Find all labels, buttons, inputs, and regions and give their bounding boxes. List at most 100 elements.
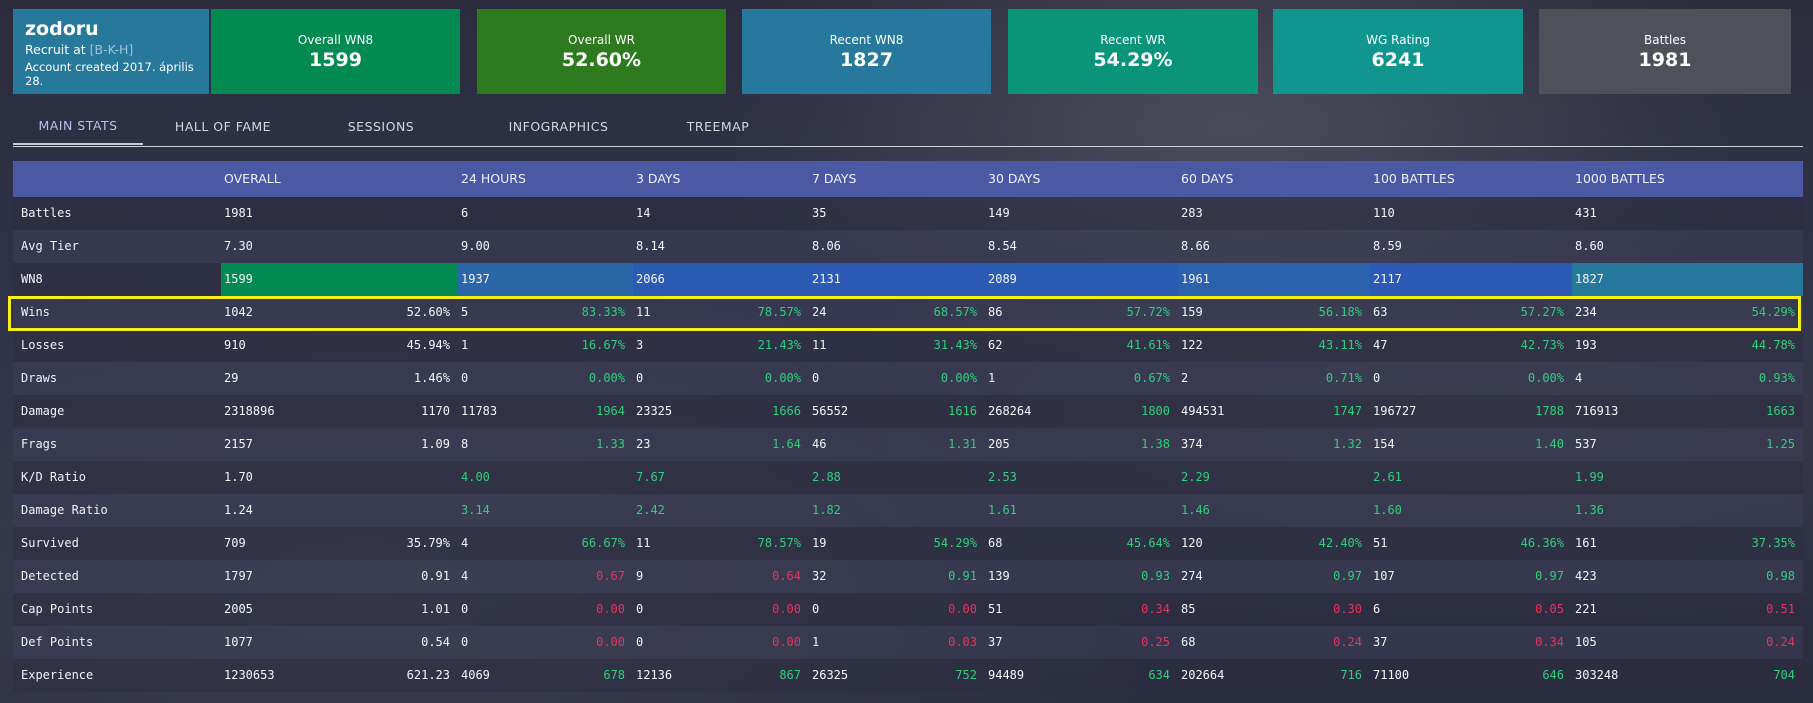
cell-value: 374 [1181,437,1203,451]
column-header-7-days[interactable]: 7 DAYS [812,171,857,186]
table-row: Experience 1230653 621.23 4069 678 12136 867 26… [13,659,1803,692]
table-cell: 0 0.00% [809,362,985,395]
cell-value: 1077 [224,635,253,649]
cell-value: 68 [1181,635,1196,649]
column-header-60-days[interactable]: 60 DAYS [1181,171,1234,186]
tab-hall-of-fame[interactable]: HALL OF FAME [174,119,272,134]
cell-secondary-value: 21.43% [757,338,801,352]
cell-value: 431 [1575,206,1597,220]
cell-value: 159 [1181,305,1203,319]
column-header-3-days[interactable]: 3 DAYS [636,171,681,186]
stat-card-label: WG Rating [1366,32,1430,47]
cell-secondary-value: 57.72% [1126,305,1170,319]
cell-value: 1 [461,338,469,352]
cell-secondary-value: 0.91 [421,569,450,583]
tab-treemap[interactable]: TREEMAP [686,119,750,134]
table-cell: 2.42 [633,494,809,527]
stat-card-value: 52.60% [561,48,642,71]
cell-secondary-value: 1964 [596,404,625,418]
tab-sessions[interactable]: SESSIONS [347,119,415,134]
table-cell: 68 0.24 [1178,626,1370,659]
cell-value: 1981 [224,206,253,220]
cell-value: 2.42 [636,503,665,517]
cell-secondary-value: 1663 [1766,404,1795,418]
table-cell: 107 0.97 [1370,560,1572,593]
cell-value: 537 [1575,437,1597,451]
row-label: Losses [21,338,65,352]
cell-value: 19 [812,536,827,550]
row-label: Avg Tier [21,239,79,253]
column-header-30-days[interactable]: 30 DAYS [988,171,1041,186]
table-cell: 7.67 [633,461,809,494]
table-cell: 0 0.00 [633,593,809,626]
cell-secondary-value: 1.31 [948,437,977,451]
row-label: Battles [21,206,72,220]
row-label: Experience [21,668,94,682]
cell-value: 0 [812,602,820,616]
table-cell: 8.14 [633,230,809,263]
cell-value: 154 [1373,437,1395,451]
table-row: Detected 1797 0.91 4 0.67 9 0.64 32 0.91 139 0.93 2… [13,560,1803,593]
tab-main-stats[interactable]: MAIN STATS [13,106,143,145]
tab-infographics[interactable]: INFOGRAPHICS [508,119,609,134]
cell-value: 4.00 [461,470,490,484]
table-cell: 4 0.67 [458,560,633,593]
cell-value: 196727 [1373,404,1417,418]
table-cell: 910 45.94% [221,329,458,362]
cell-value: 7.30 [224,239,253,253]
clan-line: Recruit at [B-K-H] [25,42,197,57]
column-header-24-hours[interactable]: 24 HOURS [461,171,526,186]
cell-value: 62 [988,338,1003,352]
table-cell: 32 0.91 [809,560,985,593]
row-label: Damage [21,404,65,418]
cell-secondary-value: 56.18% [1318,305,1362,319]
cell-secondary-value: 1.40 [1535,437,1564,451]
cell-secondary-value: 0.00% [764,371,801,385]
cell-value: 2117 [1373,272,1402,286]
table-cell: 2.88 [809,461,985,494]
table-cell: 68 45.64% [985,527,1178,560]
cell-value: 37 [1373,635,1388,649]
table-cell: 1.61 [985,494,1178,527]
cell-value: 1937 [461,272,490,286]
column-header-100-battles[interactable]: 100 BATTLES [1373,171,1455,186]
cell-value: 2.61 [1373,470,1402,484]
table-cell: 62 41.61% [985,329,1178,362]
table-cell: 2089 [985,263,1178,296]
table-cell: 2 0.71% [1178,362,1370,395]
table-cell: 1797 0.91 [221,560,458,593]
cell-value: 1.36 [1575,503,1604,517]
table-cell: 37 0.34 [1370,626,1572,659]
cell-secondary-value: 1616 [948,404,977,418]
table-cell: 0 0.00 [458,593,633,626]
clan-tag-link[interactable]: [B-K-H] [89,42,134,57]
cell-secondary-value: 678 [603,668,625,682]
table-cell: 537 1.25 [1572,428,1803,461]
column-header-overall[interactable]: OVERALL [224,171,281,186]
table-cell: 9.00 [458,230,633,263]
cell-secondary-value: 0.00 [948,602,977,616]
cell-secondary-value: 0.30 [1333,602,1362,616]
table-cell: 4 66.67% [458,527,633,560]
cell-secondary-value: 0.93% [1758,371,1795,385]
table-cell: 11783 1964 [458,395,633,428]
cell-value: 268264 [988,404,1032,418]
cell-value: 94489 [988,668,1025,682]
cell-value: 193 [1575,338,1597,352]
table-cell: 23325 1666 [633,395,809,428]
cell-value: 0 [1373,371,1381,385]
row-label: Def Points [21,635,94,649]
profile-card: zodoru Recruit at [B-K-H] Account create… [13,9,209,94]
column-header-1000-battles[interactable]: 1000 BATTLES [1575,171,1665,186]
rank-text: Recruit at [25,42,90,57]
cell-secondary-value: 752 [955,668,977,682]
cell-secondary-value: 1788 [1535,404,1564,418]
stat-card-label: Overall WR [568,32,635,47]
table-cell: 0 0.00 [458,626,633,659]
stat-card-value: 54.29% [1093,48,1173,71]
cell-secondary-value: 68.57% [933,305,977,319]
cell-value: 8.59 [1373,239,1402,253]
table-cell: 1.46 [1178,494,1370,527]
stat-card-label: Recent WR [1100,32,1166,47]
row-label: Frags [21,437,58,451]
